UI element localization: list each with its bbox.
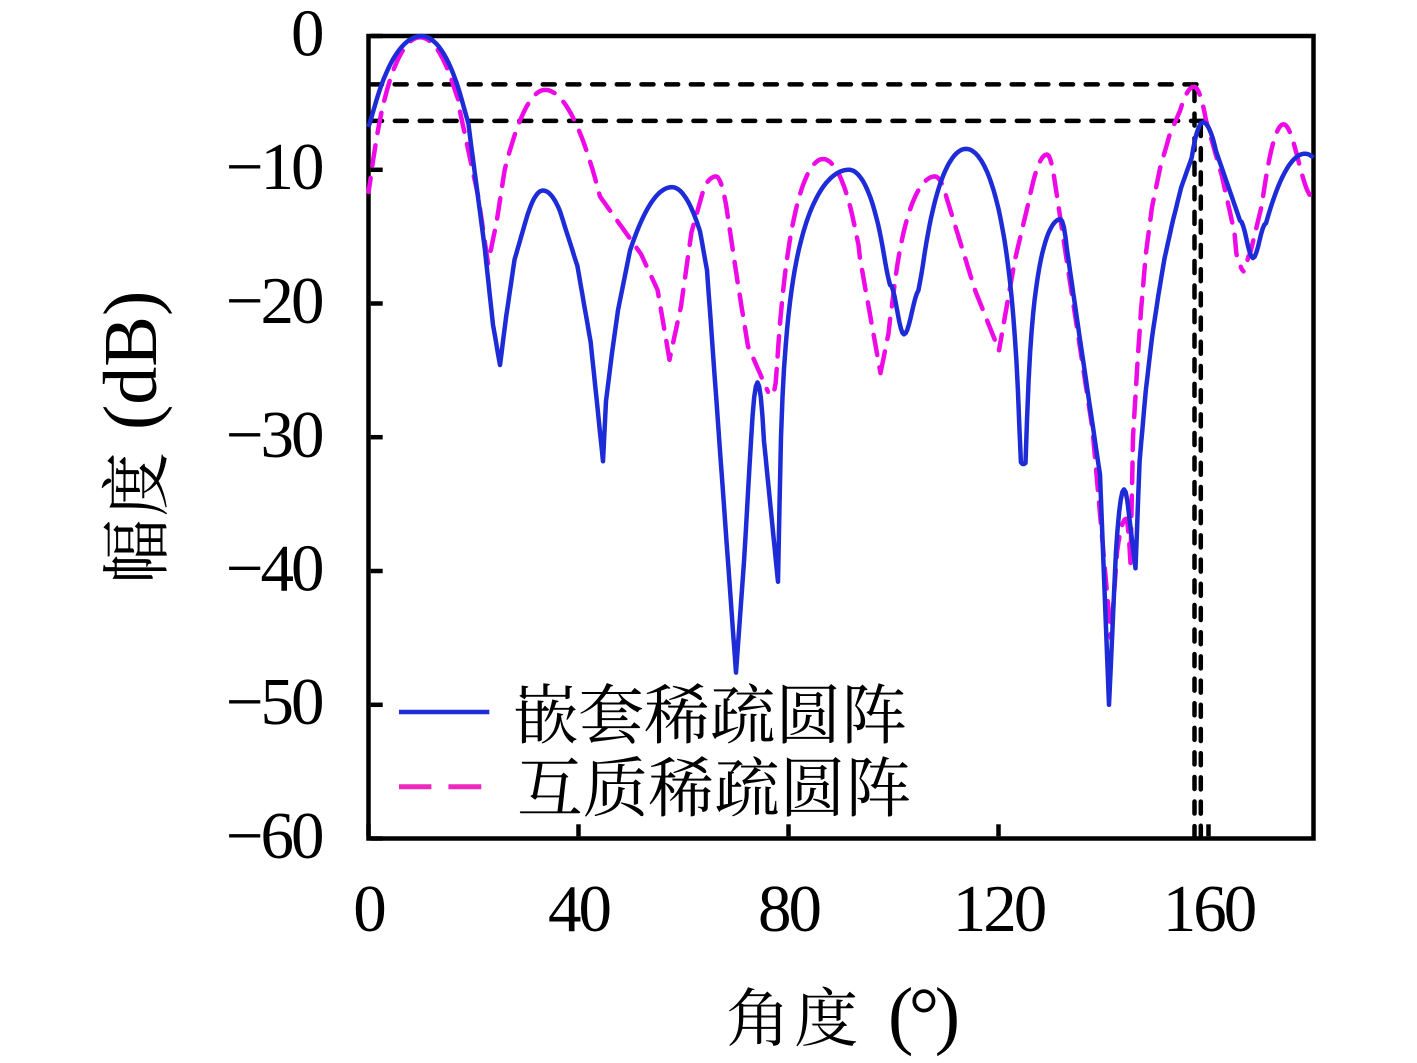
svg-text:120: 120 <box>953 872 1045 946</box>
svg-text:0: 0 <box>353 872 384 946</box>
svg-text:−40: −40 <box>226 532 322 606</box>
svg-text:−10: −10 <box>226 130 322 204</box>
svg-text:160: 160 <box>1163 872 1255 946</box>
svg-text:0: 0 <box>291 0 322 71</box>
svg-text:−50: −50 <box>226 665 322 739</box>
svg-text:−30: −30 <box>226 398 322 472</box>
svg-text:(dB): (dB) <box>89 291 173 430</box>
svg-text:−20: −20 <box>226 264 322 338</box>
svg-text:80: 80 <box>758 872 820 946</box>
svg-text:40: 40 <box>548 872 610 946</box>
svg-text:−60: −60 <box>226 799 322 873</box>
svg-text:(°): (°) <box>888 973 957 1057</box>
